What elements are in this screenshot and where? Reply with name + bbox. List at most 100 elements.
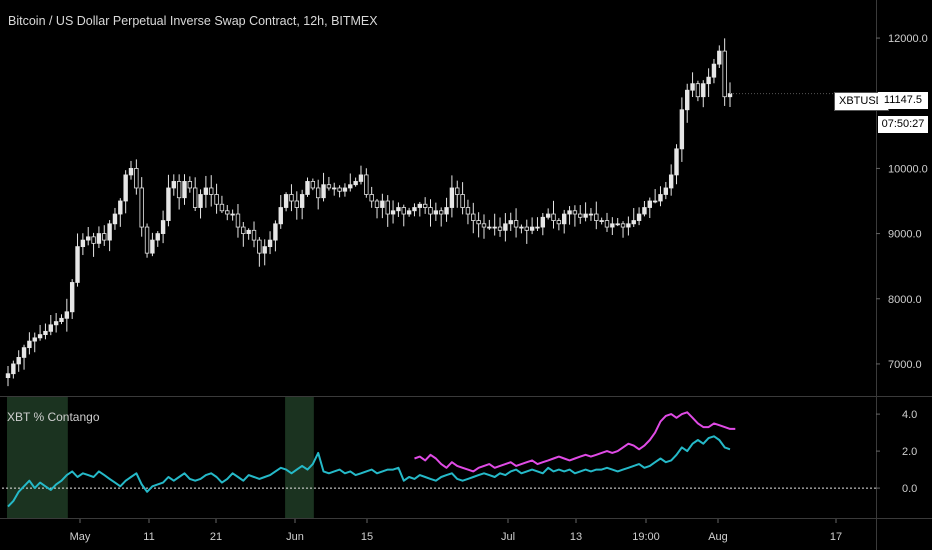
candle-body [198, 194, 203, 208]
price-tick-label: 12000.0 [888, 33, 928, 45]
candle-body [214, 194, 219, 205]
candle [444, 197, 449, 222]
candle-body [69, 282, 75, 313]
candle [369, 186, 374, 208]
candle-body [567, 210, 572, 215]
candle [385, 195, 390, 227]
candle-body [342, 187, 348, 192]
candle-body [503, 223, 508, 231]
candle-body [663, 187, 669, 195]
candle-body [102, 233, 107, 241]
candle [567, 206, 572, 225]
candle [535, 217, 540, 232]
candle [663, 181, 669, 200]
candle-body [572, 210, 578, 215]
candle-body [438, 210, 444, 215]
contango-series-cyan [7, 435, 731, 508]
candle [604, 212, 610, 232]
candle-body [128, 168, 134, 176]
candle-body [513, 220, 519, 228]
candle-body [294, 200, 299, 208]
candle [364, 168, 369, 198]
candle-body [519, 226, 524, 229]
candle-body [524, 226, 529, 231]
candle-body [380, 200, 385, 208]
candle-body [59, 317, 64, 322]
candle [96, 226, 102, 249]
candle-body [166, 187, 171, 221]
candle [674, 144, 679, 185]
candle-body [283, 194, 289, 208]
candle [251, 221, 257, 248]
candle-body [267, 239, 273, 248]
candle [545, 208, 551, 220]
candle [652, 189, 658, 204]
candle [594, 201, 599, 230]
candle [374, 198, 380, 219]
candle-body [171, 181, 176, 189]
candle [717, 45, 722, 68]
candle [540, 212, 546, 236]
candle [701, 80, 706, 108]
candle [80, 233, 86, 256]
candle [620, 221, 626, 238]
candle [278, 195, 283, 229]
bar-countdown-badge: 07:50:27 [878, 116, 928, 133]
candle [273, 220, 278, 252]
candle [203, 175, 209, 208]
candle-body [417, 203, 423, 208]
candle-body [508, 220, 513, 225]
candle [182, 174, 187, 205]
candle [53, 313, 59, 333]
candle [390, 200, 396, 224]
indicator-tick-label: 4.0 [902, 409, 917, 421]
candle [562, 209, 567, 234]
candle [267, 231, 273, 255]
candle [711, 58, 717, 84]
candle [519, 224, 524, 234]
indicator-tick-label: 2.0 [902, 446, 917, 458]
candle [86, 227, 91, 246]
candle [321, 172, 326, 202]
candle-body [406, 210, 412, 215]
candle [27, 332, 32, 355]
candle [690, 72, 695, 97]
candle-body [428, 207, 433, 215]
candle [481, 214, 487, 239]
x-tick-label: 19:00 [632, 531, 660, 543]
candle-body [112, 213, 118, 225]
candle [497, 217, 503, 237]
candle [412, 203, 417, 217]
candle [685, 83, 690, 123]
candle-body [583, 213, 588, 218]
candle-body [449, 187, 455, 208]
candle [192, 177, 198, 212]
candle [299, 189, 305, 220]
candle-body [139, 187, 144, 228]
candle [294, 191, 299, 220]
candle [187, 176, 193, 193]
candle [134, 159, 139, 195]
x-tick-label: May [70, 531, 91, 543]
candle [449, 175, 455, 218]
candle-body [620, 223, 626, 228]
candle [11, 360, 16, 379]
candle [289, 184, 294, 212]
candle-body [118, 200, 123, 215]
x-tick-label: 13 [570, 531, 582, 543]
candle [37, 324, 43, 341]
candle-body [358, 174, 364, 182]
price-pane [5, 38, 733, 387]
candle [422, 197, 428, 214]
candle-body [321, 184, 326, 199]
candle-body [16, 357, 21, 365]
candle-body [610, 223, 615, 228]
candle-body [647, 200, 652, 208]
candle [642, 200, 647, 217]
candle-body [160, 220, 166, 234]
candle [155, 231, 160, 247]
candle [176, 174, 182, 210]
candle [358, 165, 364, 185]
candle [342, 183, 348, 197]
candle-body [529, 226, 535, 231]
